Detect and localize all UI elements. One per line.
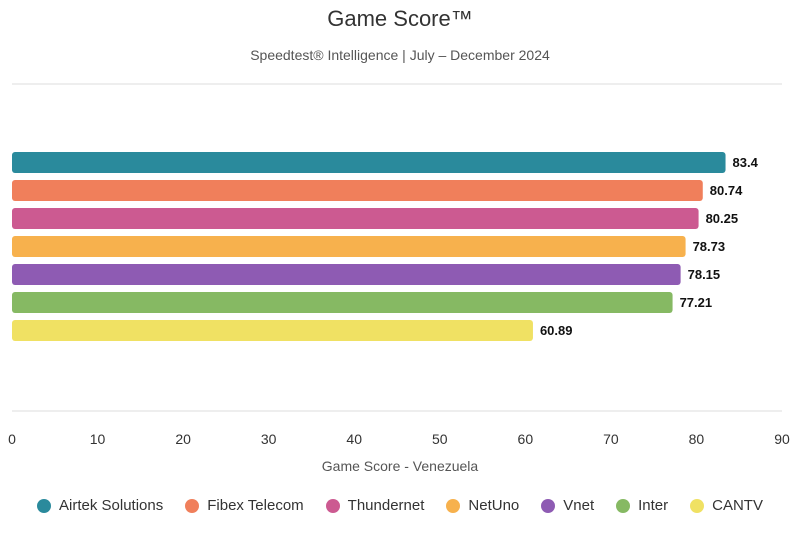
- x-tick-label-5: 50: [432, 431, 448, 447]
- chart-title: Game Score™: [327, 6, 473, 31]
- legend-dot-icon: [325, 498, 340, 513]
- x-tick-label-3: 30: [261, 431, 277, 447]
- legend-dot-icon: [185, 498, 200, 513]
- legend-label-2: Thundernet: [347, 497, 425, 514]
- chart-legend: Airtek Solutions Fibex Telecom Thundernet N…: [0, 497, 800, 514]
- bar-chart: 83.4 80.74 80.25 78.73 78.15 77.21 60.89 0 10 20 3…: [8, 83, 790, 474]
- legend-label-0: Airtek Solutions: [59, 497, 164, 514]
- legend-item-3[interactable]: NetUno: [446, 497, 519, 514]
- legend-item-4[interactable]: Vnet: [541, 497, 594, 514]
- legend-dot-icon: [690, 498, 705, 513]
- bar-5: [12, 292, 673, 313]
- x-tick-label-7: 70: [603, 431, 619, 447]
- legend-dot-icon: [37, 498, 52, 513]
- legend-item-1[interactable]: Fibex Telecom: [185, 497, 304, 514]
- bar-6: [12, 320, 533, 341]
- data-label-0: 83.4: [733, 155, 759, 170]
- x-axis-label: Game Score - Venezuela: [322, 458, 479, 474]
- legend-label-4: Vnet: [563, 497, 595, 514]
- bar-0: [12, 152, 726, 173]
- x-tick-label-8: 80: [689, 431, 705, 447]
- bar-1: [12, 180, 703, 201]
- bar-4: [12, 264, 681, 285]
- legend-dot-icon: [541, 498, 556, 513]
- legend-label-3: NetUno: [468, 497, 520, 514]
- legend-label-1: Fibex Telecom: [207, 497, 304, 514]
- legend-label-6: CANTV: [712, 497, 763, 514]
- legend-item-5[interactable]: Inter: [616, 497, 668, 514]
- x-tick-label-2: 20: [175, 431, 191, 447]
- data-label-5: 77.21: [680, 295, 713, 310]
- x-tick-label-4: 40: [346, 431, 362, 447]
- chart-subtitle: Speedtest® Intelligence | July – Decembe…: [250, 47, 550, 63]
- data-label-3: 78.73: [693, 239, 726, 254]
- legend-dot-icon: [616, 498, 631, 513]
- data-label-4: 78.15: [688, 267, 721, 282]
- bar-2: [12, 208, 699, 229]
- legend-label-5: Inter: [638, 497, 669, 514]
- data-label-6: 60.89: [540, 323, 573, 338]
- x-tick-label-1: 10: [90, 431, 106, 447]
- legend-item-2[interactable]: Thundernet: [325, 497, 425, 514]
- x-tick-label-6: 60: [518, 431, 534, 447]
- legend-item-0[interactable]: Airtek Solutions: [37, 497, 163, 514]
- legend-item-6[interactable]: CANTV: [690, 497, 763, 514]
- data-label-2: 80.25: [706, 211, 739, 226]
- x-tick-label-0: 0: [8, 431, 16, 447]
- data-label-1: 80.74: [710, 183, 743, 198]
- bar-3: [12, 236, 686, 257]
- x-tick-label-9: 90: [774, 431, 790, 447]
- legend-dot-icon: [446, 498, 461, 513]
